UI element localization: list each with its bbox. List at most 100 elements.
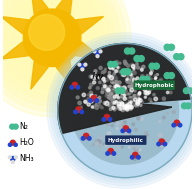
Circle shape (80, 64, 85, 68)
Circle shape (145, 88, 149, 91)
Circle shape (123, 115, 125, 116)
Circle shape (136, 96, 139, 99)
Circle shape (109, 64, 112, 67)
Circle shape (124, 97, 125, 99)
Circle shape (131, 97, 132, 98)
Circle shape (119, 62, 121, 64)
Circle shape (183, 88, 189, 94)
Circle shape (123, 126, 125, 127)
Circle shape (120, 106, 124, 109)
Circle shape (137, 102, 138, 104)
Circle shape (116, 127, 118, 129)
Circle shape (87, 94, 90, 96)
Circle shape (107, 97, 110, 99)
Circle shape (118, 86, 120, 88)
Circle shape (136, 105, 139, 107)
Circle shape (89, 86, 91, 89)
Circle shape (113, 77, 115, 79)
Circle shape (98, 96, 101, 99)
Circle shape (124, 89, 127, 92)
Circle shape (117, 102, 121, 106)
Circle shape (23, 9, 81, 67)
Circle shape (132, 71, 135, 74)
Circle shape (123, 94, 126, 97)
Circle shape (93, 127, 95, 129)
Circle shape (148, 91, 151, 94)
Circle shape (93, 50, 96, 53)
Circle shape (105, 89, 106, 91)
Circle shape (109, 85, 111, 87)
Circle shape (130, 85, 133, 87)
Circle shape (107, 109, 110, 113)
Circle shape (136, 150, 138, 152)
Circle shape (102, 77, 105, 81)
Circle shape (129, 101, 130, 102)
Circle shape (90, 94, 93, 97)
Circle shape (167, 86, 170, 90)
Circle shape (110, 92, 112, 94)
Circle shape (110, 151, 112, 153)
Circle shape (151, 70, 153, 72)
Circle shape (146, 74, 148, 76)
Circle shape (129, 133, 131, 135)
Circle shape (103, 143, 105, 145)
Circle shape (110, 94, 113, 98)
Circle shape (157, 74, 159, 75)
Circle shape (81, 137, 85, 140)
Circle shape (122, 109, 124, 112)
Circle shape (162, 140, 165, 143)
Circle shape (85, 122, 88, 124)
Circle shape (137, 156, 140, 159)
Circle shape (124, 48, 130, 54)
Circle shape (108, 95, 110, 97)
Circle shape (134, 147, 138, 151)
Circle shape (138, 92, 141, 95)
Circle shape (124, 106, 127, 108)
Circle shape (92, 144, 94, 146)
Circle shape (125, 117, 127, 119)
Circle shape (125, 102, 128, 105)
Circle shape (80, 106, 82, 108)
Circle shape (139, 100, 141, 102)
Circle shape (103, 77, 105, 79)
Circle shape (142, 101, 144, 103)
Circle shape (111, 91, 114, 94)
Circle shape (104, 115, 110, 120)
Circle shape (112, 61, 117, 67)
Circle shape (128, 78, 130, 80)
Circle shape (134, 103, 136, 106)
Circle shape (150, 72, 152, 74)
Circle shape (122, 86, 126, 90)
Circle shape (132, 98, 133, 100)
Circle shape (13, 124, 18, 129)
Circle shape (133, 78, 136, 82)
Circle shape (113, 101, 116, 104)
Circle shape (91, 75, 94, 78)
Circle shape (98, 122, 100, 125)
Circle shape (121, 102, 123, 105)
Circle shape (114, 108, 116, 109)
Circle shape (169, 91, 172, 94)
Circle shape (134, 98, 137, 101)
Circle shape (94, 74, 97, 76)
Circle shape (147, 137, 149, 139)
Circle shape (95, 74, 96, 75)
Circle shape (90, 96, 92, 99)
Circle shape (116, 122, 118, 125)
Circle shape (106, 91, 109, 94)
Circle shape (126, 72, 128, 74)
Circle shape (105, 94, 109, 97)
Circle shape (121, 91, 124, 95)
Circle shape (11, 156, 15, 161)
Circle shape (152, 84, 155, 87)
Circle shape (119, 107, 121, 109)
Circle shape (133, 71, 136, 75)
Circle shape (129, 81, 132, 84)
Circle shape (137, 84, 140, 87)
Circle shape (126, 133, 129, 137)
Circle shape (121, 112, 123, 113)
Circle shape (82, 137, 86, 140)
Circle shape (116, 105, 119, 109)
Circle shape (91, 106, 93, 108)
Circle shape (127, 107, 129, 108)
